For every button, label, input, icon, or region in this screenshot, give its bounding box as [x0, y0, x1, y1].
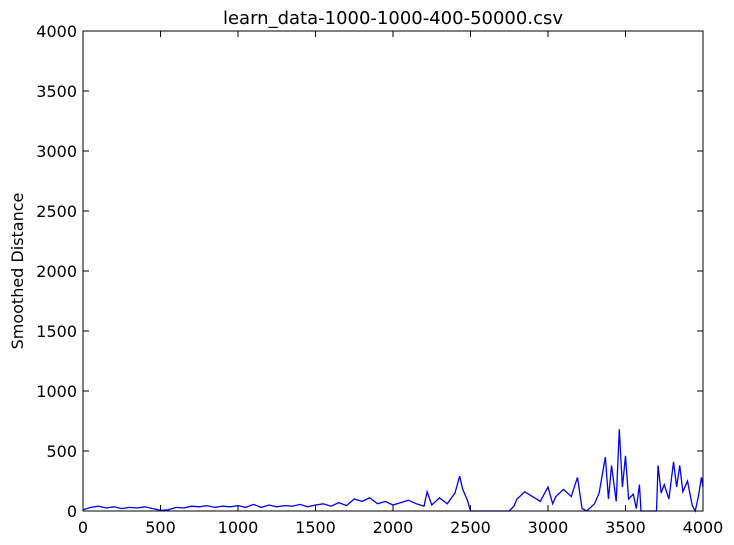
x-tick-label: 2500 [450, 518, 491, 537]
y-axis-label: Smoothed Distance [8, 193, 27, 350]
y-tick-label: 500 [46, 442, 77, 461]
chart-title: learn_data-1000-1000-400-50000.csv [223, 8, 563, 29]
data-line [82, 429, 704, 513]
y-tick-label: 1000 [36, 382, 77, 401]
plot-frame [82, 30, 704, 512]
y-tick-label: 3500 [36, 82, 77, 101]
x-tick-label: 500 [145, 518, 176, 537]
x-tick-label: 4000 [683, 518, 724, 537]
x-tick-label: 0 [78, 518, 88, 537]
y-tick-label: 2000 [36, 262, 77, 281]
x-tick-label: 2000 [373, 518, 414, 537]
y-tick-label: 4000 [36, 22, 77, 41]
x-tick-label: 3500 [605, 518, 646, 537]
x-tick-label: 1000 [218, 518, 259, 537]
y-tick-label: 1500 [36, 322, 77, 341]
y-tick-label: 3000 [36, 142, 77, 161]
x-tick-label: 3000 [528, 518, 569, 537]
x-tick-label: 1500 [295, 518, 336, 537]
y-tick-label: 0 [67, 502, 77, 521]
y-tick-label: 2500 [36, 202, 77, 221]
